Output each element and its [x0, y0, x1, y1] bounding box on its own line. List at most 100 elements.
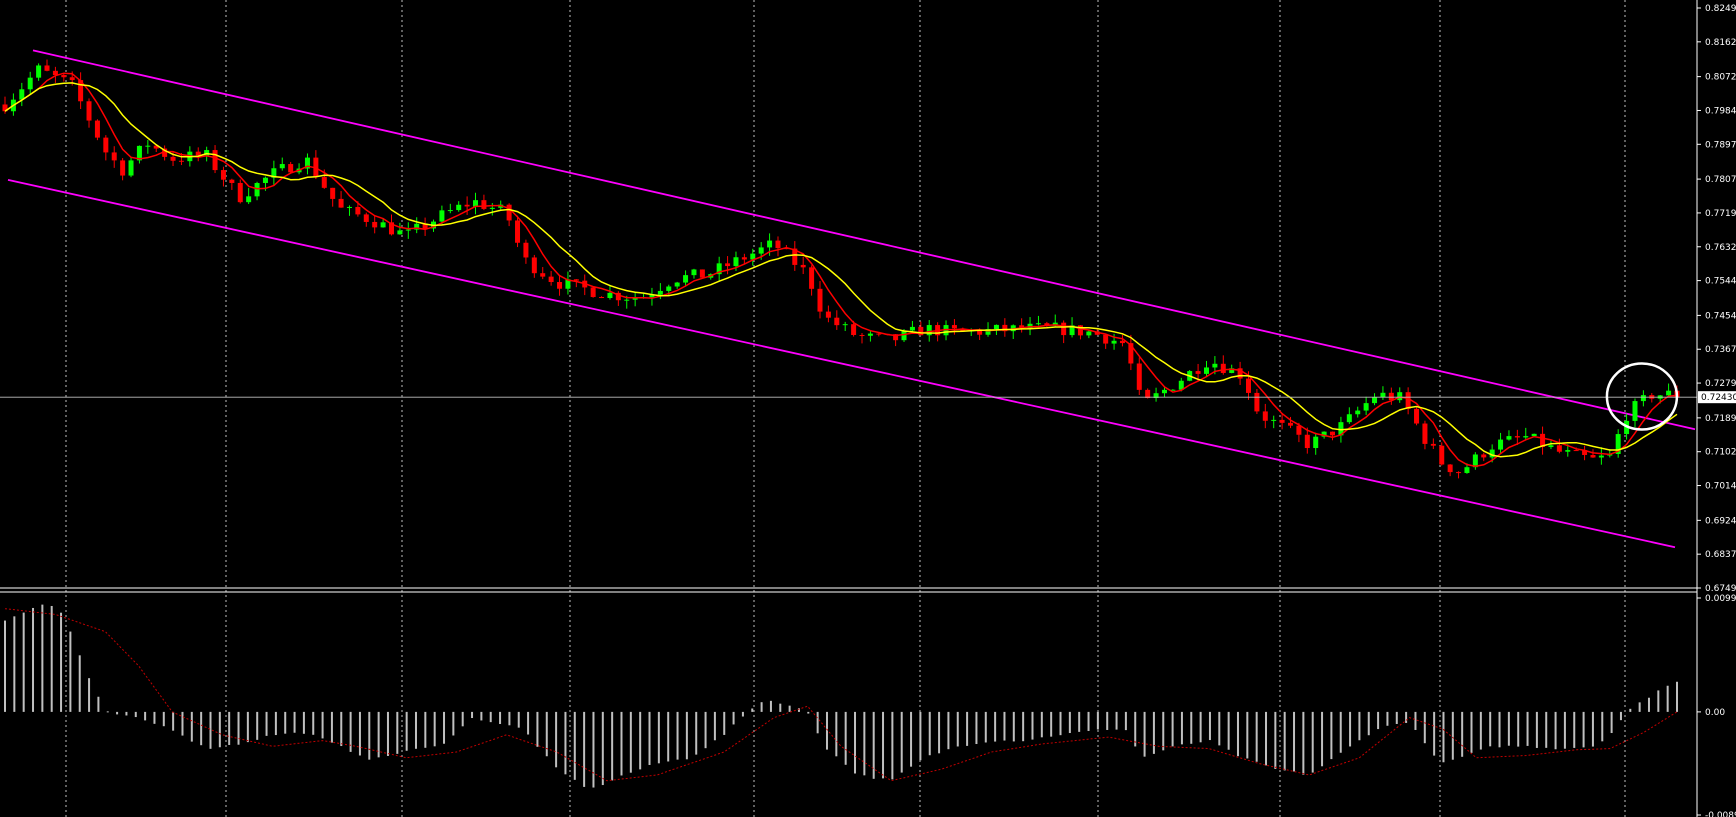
candle[interactable] — [1632, 398, 1638, 428]
candle[interactable] — [128, 156, 134, 178]
candle[interactable] — [288, 161, 294, 173]
candle[interactable] — [800, 256, 806, 275]
candle[interactable] — [1237, 361, 1243, 385]
candle-body[interactable] — [557, 282, 563, 289]
candle-body[interactable] — [1582, 450, 1588, 455]
candle[interactable] — [1430, 438, 1436, 450]
candle[interactable] — [246, 187, 252, 205]
candle-body[interactable] — [926, 325, 932, 336]
candle[interactable] — [531, 254, 537, 278]
candle[interactable] — [867, 330, 873, 342]
candle-body[interactable] — [867, 333, 873, 336]
candle-body[interactable] — [237, 182, 243, 203]
candle-body[interactable] — [1044, 323, 1050, 326]
candle-body[interactable] — [607, 292, 613, 298]
candle[interactable] — [1556, 438, 1562, 454]
candle-body[interactable] — [178, 160, 184, 162]
candle-body[interactable] — [1061, 322, 1067, 336]
candle-body[interactable] — [1565, 450, 1571, 452]
candle-body[interactable] — [993, 324, 999, 330]
candle[interactable] — [1288, 416, 1294, 429]
candle-body[interactable] — [195, 151, 201, 156]
candle[interactable] — [1061, 320, 1067, 344]
candle[interactable] — [842, 321, 848, 331]
candle[interactable] — [36, 63, 42, 81]
candle-body[interactable] — [876, 333, 882, 335]
candle-body[interactable] — [1170, 389, 1176, 391]
candle-body[interactable] — [531, 257, 537, 274]
candle[interactable] — [136, 145, 142, 164]
candle[interactable] — [212, 145, 218, 174]
candle[interactable] — [61, 73, 67, 82]
candle[interactable] — [346, 205, 352, 216]
candlesticks[interactable] — [2, 59, 1680, 479]
candle[interactable] — [1489, 444, 1495, 463]
candle[interactable] — [1506, 430, 1512, 441]
candle[interactable] — [473, 192, 479, 215]
candle-body[interactable] — [1556, 445, 1562, 452]
candle[interactable] — [271, 160, 277, 186]
candle-body[interactable] — [456, 204, 462, 211]
candle-body[interactable] — [1111, 340, 1117, 344]
candle-body[interactable] — [1103, 334, 1109, 344]
candle-body[interactable] — [1397, 392, 1403, 401]
candle[interactable] — [1582, 445, 1588, 461]
candle-body[interactable] — [388, 222, 394, 235]
candle[interactable] — [1447, 464, 1453, 477]
candle[interactable] — [607, 284, 613, 300]
candle-body[interactable] — [69, 77, 75, 81]
candle-body[interactable] — [1506, 436, 1512, 440]
candle[interactable] — [725, 256, 731, 275]
candle[interactable] — [523, 239, 529, 264]
candle[interactable] — [557, 275, 563, 296]
candle-body[interactable] — [1304, 434, 1310, 449]
candle[interactable] — [120, 158, 126, 181]
candle[interactable] — [27, 71, 33, 95]
candle-body[interactable] — [1161, 389, 1167, 394]
candle[interactable] — [52, 66, 58, 83]
candle[interactable] — [111, 146, 117, 168]
candle-body[interactable] — [414, 223, 420, 230]
candle-body[interactable] — [220, 170, 226, 180]
candle-body[interactable] — [27, 77, 33, 90]
candle[interactable] — [1472, 452, 1478, 470]
candle[interactable] — [1128, 334, 1134, 371]
candle[interactable] — [1422, 420, 1428, 450]
candle-body[interactable] — [1666, 390, 1672, 396]
candle-body[interactable] — [1086, 331, 1092, 336]
candle-body[interactable] — [2, 104, 8, 112]
candle-body[interactable] — [1531, 433, 1537, 437]
candle-body[interactable] — [733, 257, 739, 267]
candle-body[interactable] — [254, 183, 260, 197]
candle[interactable] — [674, 281, 680, 289]
candle[interactable] — [86, 98, 92, 128]
candle-body[interactable] — [573, 279, 579, 281]
candle-body[interactable] — [36, 65, 42, 78]
candle-body[interactable] — [1128, 343, 1134, 364]
candle-body[interactable] — [1195, 371, 1201, 374]
candle[interactable] — [1035, 315, 1041, 326]
candle-body[interactable] — [834, 317, 840, 326]
candle-body[interactable] — [481, 200, 487, 209]
candle-body[interactable] — [1615, 434, 1621, 454]
candle-body[interactable] — [128, 160, 134, 176]
candle-body[interactable] — [271, 168, 277, 178]
candle[interactable] — [145, 140, 151, 154]
candle[interactable] — [926, 320, 932, 342]
candle[interactable] — [1002, 318, 1008, 337]
candle[interactable] — [363, 212, 369, 227]
candle-body[interactable] — [262, 177, 268, 184]
candle-body[interactable] — [800, 264, 806, 268]
candle-body[interactable] — [851, 324, 857, 335]
candle-body[interactable] — [1640, 395, 1646, 402]
candle[interactable] — [1136, 357, 1142, 396]
candle-body[interactable] — [1439, 445, 1445, 465]
candle-body[interactable] — [1229, 368, 1235, 373]
candle-body[interactable] — [1489, 449, 1495, 458]
candle-body[interactable] — [901, 330, 907, 341]
candle-body[interactable] — [136, 145, 142, 161]
candle[interactable] — [254, 181, 260, 201]
candle-body[interactable] — [1288, 422, 1294, 426]
candle[interactable] — [792, 241, 798, 271]
candle[interactable] — [1514, 429, 1520, 446]
